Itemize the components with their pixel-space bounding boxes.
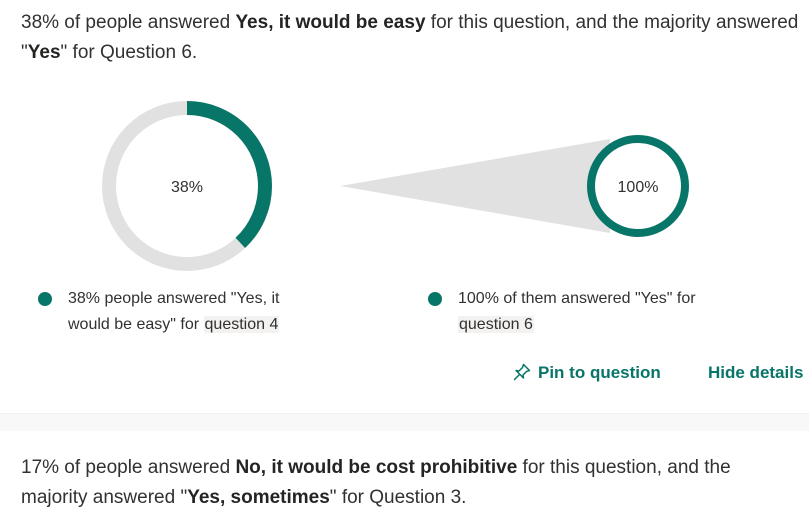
summary-text: 38% of people answered bbox=[21, 12, 236, 33]
legend-dot bbox=[428, 292, 442, 306]
summary-text: for this question, and the majority answ… bbox=[21, 12, 799, 63]
legend-text: 38% people answered "Yes, it would be ea… bbox=[68, 286, 279, 338]
summary-majority-answer: Yes bbox=[27, 42, 61, 63]
card-divider bbox=[0, 413, 809, 431]
hide-details-button[interactable]: Hide details bbox=[708, 363, 804, 382]
legend-item: 38% people answered "Yes, it would be ea… bbox=[38, 286, 338, 342]
insight-summary: 38% of people answered Yes, it would be … bbox=[21, 8, 801, 68]
legend-dot bbox=[38, 292, 52, 306]
pin-label: Pin to question bbox=[538, 363, 661, 382]
insight-card: 38% of people answered Yes, it would be … bbox=[21, 8, 804, 386]
legend-line: 100% of them answered "Yes" for bbox=[458, 290, 696, 307]
donut-arc bbox=[587, 135, 689, 237]
donut-percent-label: 100% bbox=[618, 179, 659, 196]
insight-visualization: 38% 100% bbox=[102, 101, 689, 271]
question-reference: question 4 bbox=[203, 316, 280, 333]
donut-arc bbox=[102, 101, 272, 271]
summary-text: 17% of people answered bbox=[21, 457, 236, 478]
summary-text: " for Question 6. bbox=[60, 42, 198, 63]
legend-text: 100% of them answered "Yes" for question… bbox=[458, 286, 696, 338]
question-reference: question 6 bbox=[458, 316, 534, 333]
pin-to-question-button[interactable]: Pin to question bbox=[512, 360, 661, 386]
legend-item: 100% of them answered "Yes" for question… bbox=[428, 286, 748, 342]
donut-percent-label: 38% bbox=[171, 179, 203, 196]
summary-answer: No, it would be cost prohibitive bbox=[235, 457, 518, 478]
summary-answer: Yes, it would be easy bbox=[235, 12, 426, 33]
summary-text: " for Question 3. bbox=[329, 487, 467, 508]
pin-icon bbox=[513, 363, 531, 381]
funnel-connector bbox=[340, 139, 610, 233]
legend-line: 38% people answered "Yes, it bbox=[68, 290, 280, 307]
summary-text: for this question, and the majority answ… bbox=[21, 457, 731, 508]
insight-summary: 17% of people answered No, it would be c… bbox=[21, 453, 801, 513]
legend-line: would be easy" for bbox=[68, 316, 204, 333]
summary-majority-answer: Yes, sometimes bbox=[187, 487, 330, 508]
